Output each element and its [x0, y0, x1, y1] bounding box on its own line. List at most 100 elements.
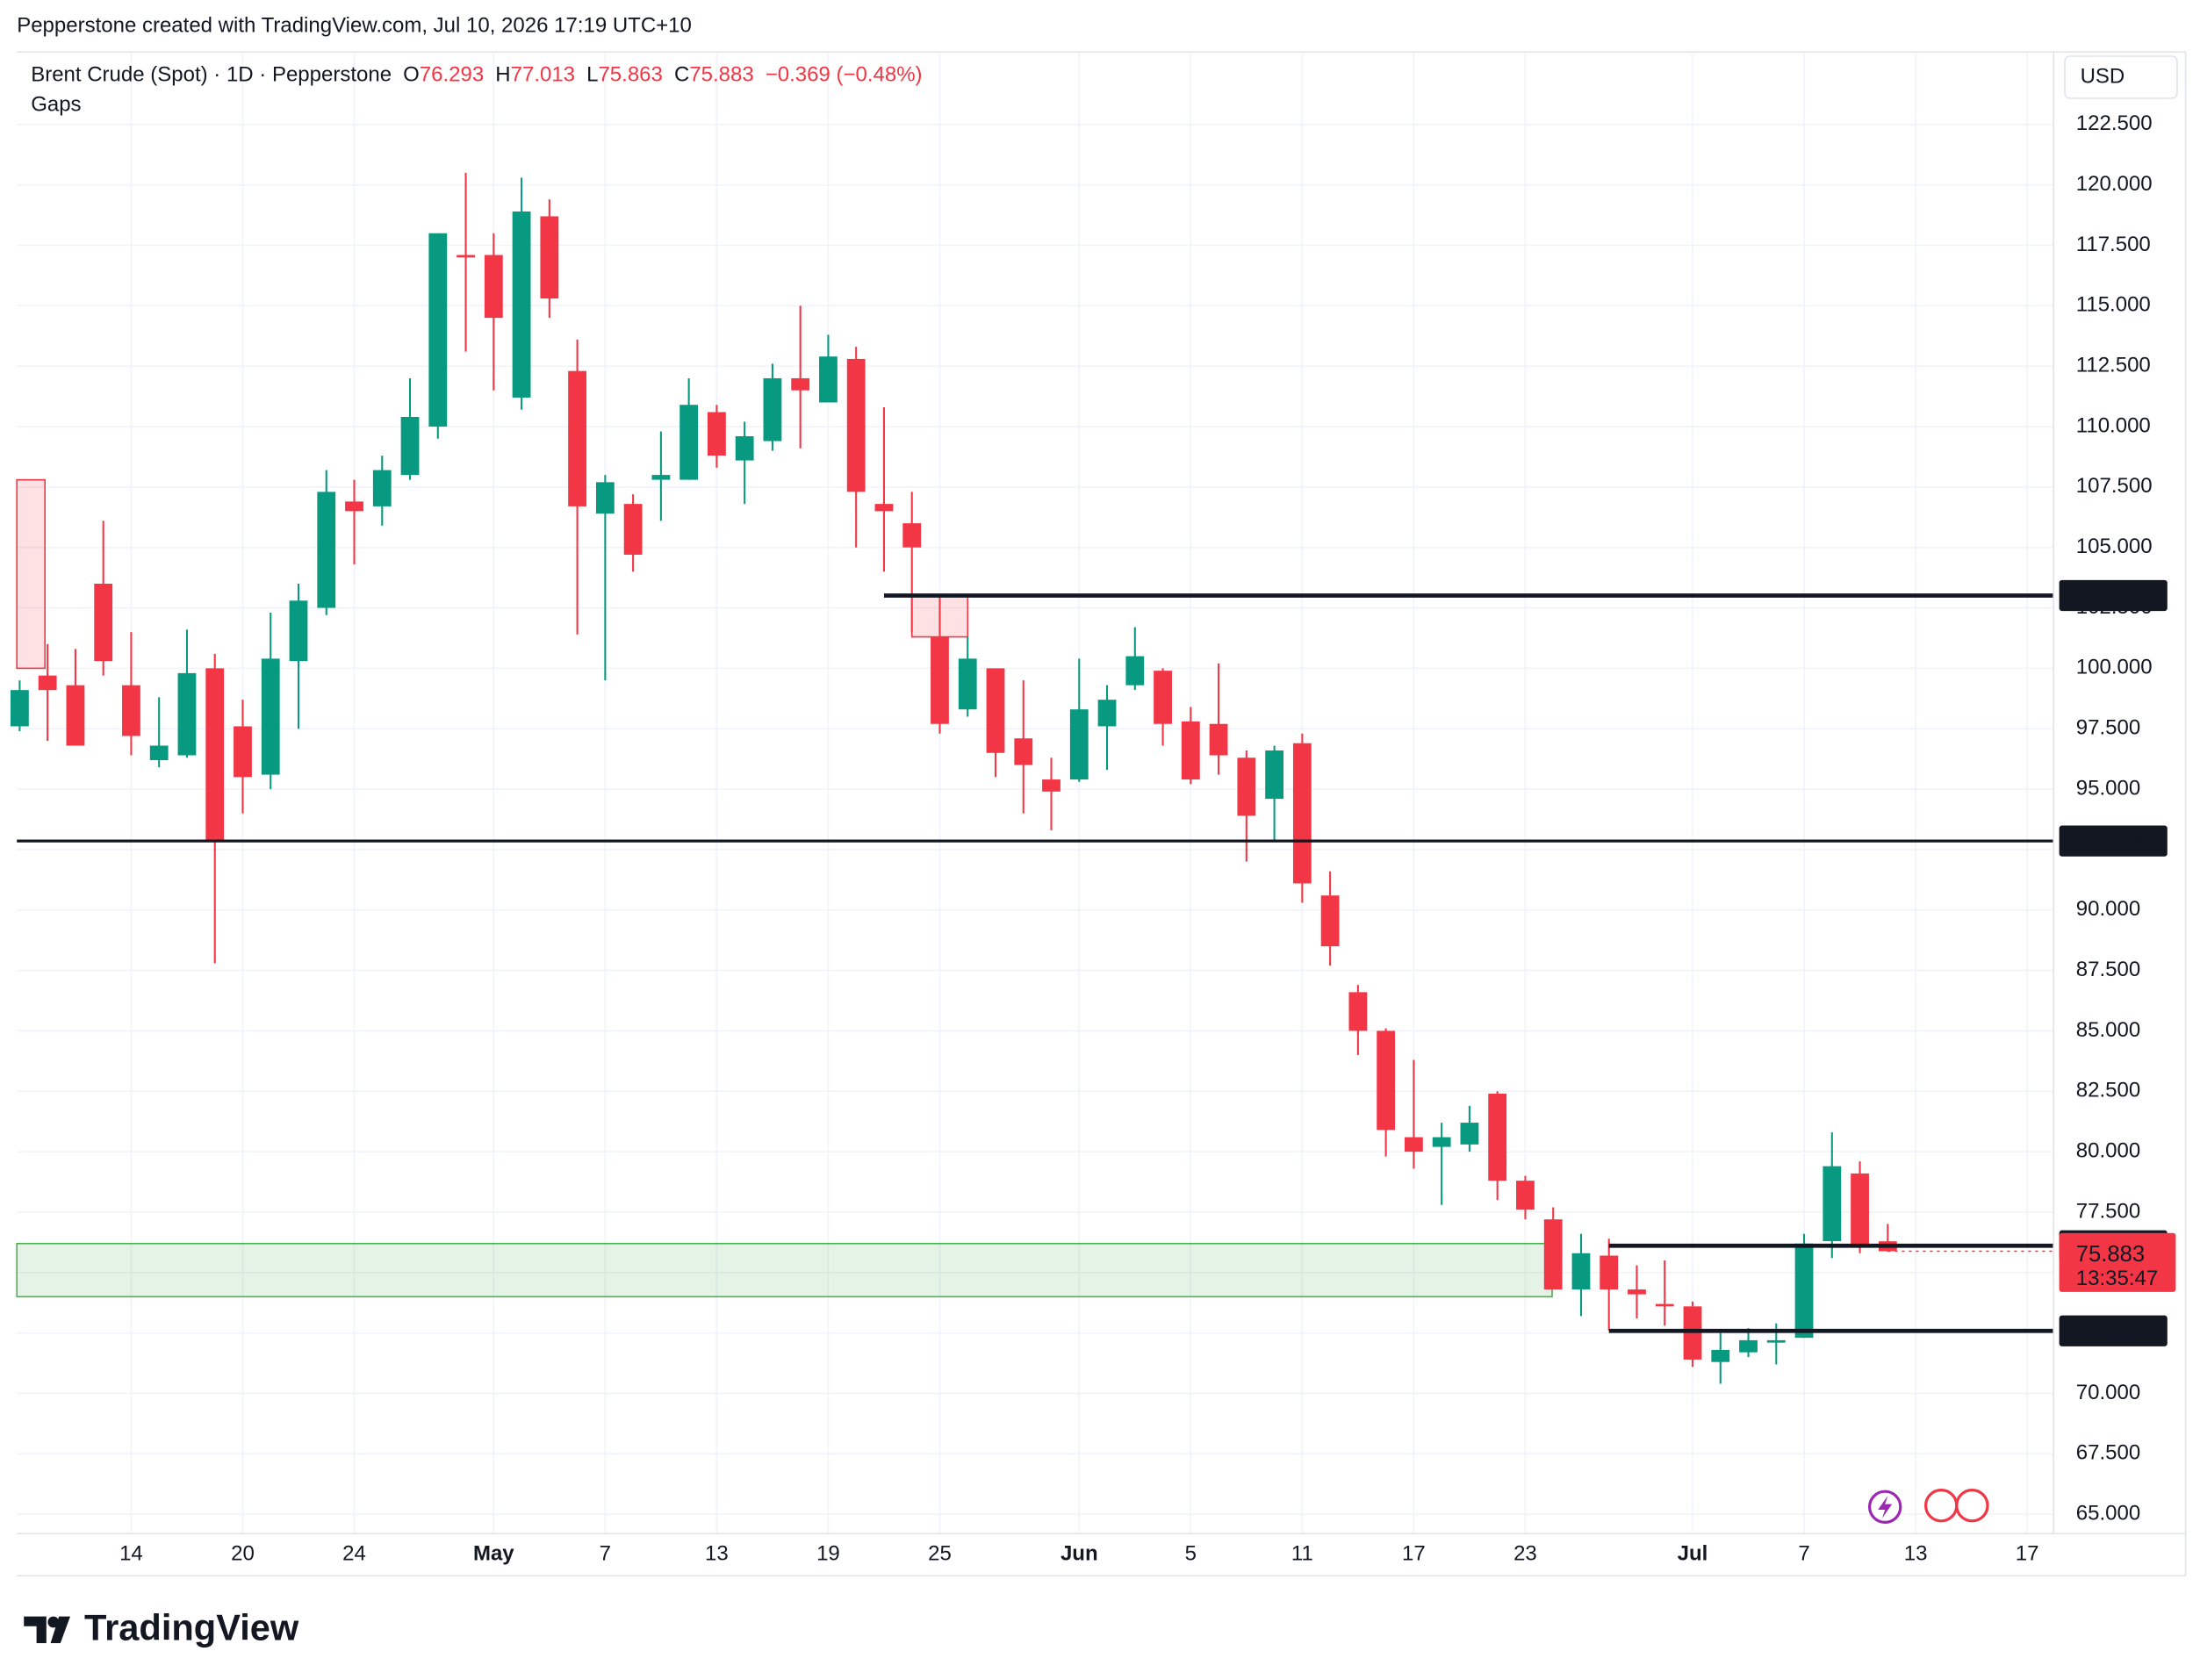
- y-tick-label: 80.000: [2076, 1138, 2140, 1162]
- last-price-label: 75.883: [2076, 1242, 2145, 1267]
- x-tick-label: 7: [1798, 1542, 1809, 1566]
- y-tick-label: 82.500: [2076, 1079, 2140, 1102]
- candle-body: [1739, 1339, 1758, 1353]
- candle-body: [708, 412, 726, 456]
- candle-body: [1851, 1173, 1869, 1246]
- x-tick-label: 7: [600, 1542, 611, 1566]
- candle-body: [791, 377, 810, 391]
- candle-body: [11, 690, 29, 727]
- x-tick-label: 11: [1291, 1542, 1313, 1566]
- legend-label: H: [495, 63, 510, 87]
- candle-body: [234, 726, 252, 778]
- candle-body: [372, 470, 392, 506]
- legend-label: L: [586, 63, 598, 87]
- level-label: 103.011: [2076, 584, 2156, 608]
- candle-body: [1823, 1166, 1842, 1242]
- y-tick-label: 112.500: [2076, 354, 2151, 377]
- candle-body: [651, 475, 671, 480]
- candle-body: [540, 216, 559, 299]
- y-tick-label: 90.000: [2076, 897, 2140, 921]
- candle-body: [735, 436, 754, 461]
- event-icons[interactable]: [1868, 1489, 1989, 1525]
- candle-body: [484, 255, 503, 319]
- attribution: Pepperstone created with TradingView.com…: [17, 14, 692, 38]
- currency[interactable]: USD: [2081, 64, 2125, 88]
- candle-body: [512, 211, 531, 398]
- y-tick-label: 97.500: [2076, 716, 2140, 740]
- candle-body: [38, 675, 57, 691]
- y-tick-label: 85.000: [2076, 1018, 2140, 1042]
- candle-body: [931, 636, 949, 724]
- x-tick-label: Jun: [1060, 1542, 1098, 1566]
- level-label-box: [2059, 825, 2168, 857]
- event-bolt: [1878, 1496, 1893, 1518]
- candle-body: [317, 492, 336, 608]
- currency-box[interactable]: [2064, 55, 2178, 99]
- candle-body: [205, 668, 225, 840]
- x-tick-label: May: [473, 1542, 514, 1566]
- candle-body: [122, 685, 140, 736]
- level-label-box: [2059, 1315, 2168, 1346]
- y-tick-label: 100.000: [2076, 656, 2153, 679]
- candle-body: [345, 501, 363, 512]
- candle-body: [1042, 779, 1060, 792]
- y-tick-label: 105.000: [2076, 535, 2153, 558]
- candle-body: [1097, 700, 1117, 727]
- candle-body: [1766, 1339, 1786, 1343]
- legend-value: 75.863: [598, 63, 662, 87]
- price-gap: [16, 478, 46, 670]
- candle-body: [1209, 723, 1228, 756]
- logo-text: TradingView: [84, 1607, 299, 1648]
- legend-value: 77.013: [511, 63, 575, 87]
- x-tick-label: Jul: [1678, 1542, 1708, 1566]
- candle-body: [1655, 1303, 1674, 1307]
- candles: [11, 172, 1897, 1384]
- x-tick-label: 17: [1402, 1542, 1426, 1566]
- candle-body: [1154, 671, 1172, 724]
- x-tick-label: 5: [1185, 1542, 1197, 1566]
- support-zone: [16, 1242, 1553, 1298]
- y-tick-label: 65.000: [2076, 1502, 2140, 1526]
- candle-body: [1069, 709, 1089, 780]
- candle-body: [1628, 1289, 1646, 1295]
- y-tick-label: 120.000: [2076, 172, 2153, 196]
- level-label: 72.587: [2076, 1319, 2145, 1344]
- last-price-box: [2059, 1232, 2176, 1292]
- legend-label: C: [674, 63, 689, 87]
- y-tick-label: 87.500: [2076, 958, 2140, 981]
- candle-body: [1377, 1030, 1396, 1131]
- candle-body: [428, 233, 448, 427]
- legend-label: O: [403, 63, 420, 87]
- candle-body: [958, 658, 977, 710]
- level-label-box: [2059, 579, 2168, 612]
- flag-icon[interactable]: [1924, 1489, 1959, 1523]
- candle-body: [763, 377, 782, 442]
- candle-body: [66, 685, 85, 746]
- candle-body: [623, 504, 643, 555]
- legend-value: 75.883: [689, 63, 753, 87]
- candle-body: [261, 658, 280, 775]
- y-tick-label: 117.500: [2076, 233, 2151, 256]
- y-tick-label: 77.500: [2076, 1199, 2140, 1223]
- candle-body: [94, 584, 113, 662]
- candle-body: [1405, 1137, 1423, 1152]
- symbol-title: Brent Crude (Spot) · 1D · Pepperstone: [31, 63, 392, 87]
- legend-change: −0.369 (−0.48%): [766, 63, 923, 87]
- candle-body: [1488, 1094, 1507, 1181]
- x-tick-label: 23: [1513, 1542, 1537, 1566]
- candle-body: [457, 255, 475, 258]
- x-tick-label: 19: [816, 1542, 840, 1566]
- candle-body: [1460, 1123, 1479, 1145]
- indicator-name[interactable]: Gaps: [31, 92, 81, 116]
- grid: [17, 52, 2054, 1534]
- y-tick-label: 110.000: [2076, 413, 2151, 437]
- x-tick-label: 25: [928, 1542, 952, 1566]
- y-tick-label: 70.000: [2076, 1381, 2140, 1404]
- levels: [17, 593, 2054, 1333]
- bar-countdown: 13:35:47: [2076, 1267, 2158, 1290]
- y-tick-label: 95.000: [2076, 776, 2140, 800]
- flag-icon[interactable]: [1955, 1489, 1989, 1523]
- candle-body: [149, 745, 169, 761]
